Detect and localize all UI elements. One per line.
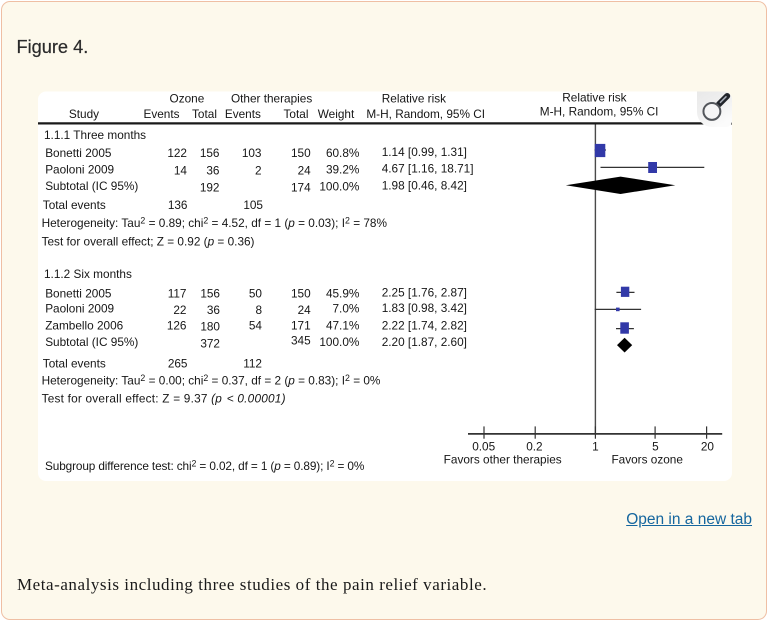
svg-text:2: 2 bbox=[255, 164, 262, 178]
svg-text:Bonetti 2005: Bonetti 2005 bbox=[45, 287, 112, 301]
svg-text:47.1%: 47.1% bbox=[326, 318, 360, 332]
svg-text:Subgroup difference test: chi2: Subgroup difference test: chi2 = 0.02, d… bbox=[45, 459, 365, 474]
svg-text:103: 103 bbox=[242, 146, 262, 160]
svg-text:Heterogeneity: Tau2 = 0.89; ch: Heterogeneity: Tau2 = 0.89; chi2 = 4.52,… bbox=[42, 216, 388, 231]
svg-text:136: 136 bbox=[168, 198, 188, 212]
svg-text:Relative risk: Relative risk bbox=[562, 90, 626, 104]
svg-text:Total events: Total events bbox=[43, 357, 106, 371]
svg-text:Events: Events bbox=[225, 107, 261, 121]
svg-text:126: 126 bbox=[167, 318, 187, 332]
svg-text:Paoloni 2009: Paoloni 2009 bbox=[45, 162, 114, 176]
svg-text:Study: Study bbox=[69, 107, 99, 121]
svg-text:174: 174 bbox=[291, 181, 311, 195]
svg-text:M-H, Random, 95% CI: M-H, Random, 95% CI bbox=[366, 107, 485, 121]
svg-text:1: 1 bbox=[592, 440, 599, 454]
svg-text:0.05: 0.05 bbox=[472, 440, 495, 454]
svg-text:7.0%: 7.0% bbox=[333, 302, 360, 316]
svg-text:60.8%: 60.8% bbox=[326, 146, 360, 160]
svg-text:20: 20 bbox=[701, 440, 715, 454]
svg-text:150: 150 bbox=[291, 146, 311, 160]
svg-text:180: 180 bbox=[200, 320, 220, 334]
svg-text:14: 14 bbox=[174, 164, 188, 178]
svg-text:Favors other therapies: Favors other therapies bbox=[444, 452, 562, 466]
svg-text:1.1.1 Three months: 1.1.1 Three months bbox=[44, 128, 146, 142]
svg-text:24: 24 bbox=[298, 303, 312, 317]
svg-text:Test for overall effect; Z = 0: Test for overall effect; Z = 0.92 (p = 0… bbox=[42, 234, 255, 248]
svg-text:Events: Events bbox=[143, 107, 179, 121]
svg-text:2.20 [1.87, 2.60]: 2.20 [1.87, 2.60] bbox=[382, 335, 467, 349]
svg-text:Zambello 2006: Zambello 2006 bbox=[45, 318, 123, 332]
svg-text:4.67 [1.16, 18.71]: 4.67 [1.16, 18.71] bbox=[382, 162, 474, 176]
svg-text:372: 372 bbox=[200, 337, 220, 351]
svg-text:Subtotal (IC 95%): Subtotal (IC 95%) bbox=[45, 179, 138, 193]
svg-text:2.22 [1.74, 2.82]: 2.22 [1.74, 2.82] bbox=[382, 318, 467, 332]
svg-text:192: 192 bbox=[200, 181, 220, 195]
svg-text:50: 50 bbox=[249, 287, 263, 301]
svg-text:Total: Total bbox=[284, 107, 309, 121]
svg-text:1.1.2 Six months: 1.1.2 Six months bbox=[44, 267, 132, 281]
svg-text:Total: Total bbox=[192, 107, 217, 121]
svg-text:156: 156 bbox=[200, 146, 220, 160]
svg-text:112: 112 bbox=[243, 357, 262, 371]
svg-text:Total events: Total events bbox=[43, 198, 106, 212]
svg-text:345: 345 bbox=[291, 334, 311, 348]
svg-text:Relative risk: Relative risk bbox=[382, 91, 446, 105]
svg-text:36: 36 bbox=[207, 303, 221, 317]
svg-text:8: 8 bbox=[255, 303, 262, 317]
svg-text:54: 54 bbox=[249, 318, 263, 332]
svg-text:24: 24 bbox=[298, 164, 312, 178]
svg-text:1.83 [0.98, 3.42]: 1.83 [0.98, 3.42] bbox=[382, 301, 467, 315]
svg-text:M-H, Random, 95% CI: M-H, Random, 95% CI bbox=[540, 104, 659, 118]
svg-text:Subtotal (IC 95%): Subtotal (IC 95%) bbox=[45, 335, 138, 349]
svg-text:1.14 [0.99, 1.31]: 1.14 [0.99, 1.31] bbox=[382, 145, 467, 159]
svg-text:100.0%: 100.0% bbox=[319, 179, 360, 193]
svg-text:122: 122 bbox=[167, 146, 187, 160]
svg-text:105: 105 bbox=[243, 198, 263, 212]
svg-text:117: 117 bbox=[168, 287, 187, 301]
svg-text:Test for overall effect: Z = 9: Test for overall effect: Z = 9.37 (p < 0… bbox=[42, 391, 286, 405]
svg-text:39.2%: 39.2% bbox=[326, 162, 360, 176]
svg-text:Bonetti 2005: Bonetti 2005 bbox=[45, 146, 112, 160]
svg-text:150: 150 bbox=[291, 287, 311, 301]
svg-text:Paoloni 2009: Paoloni 2009 bbox=[45, 302, 114, 316]
svg-text:156: 156 bbox=[200, 287, 220, 301]
svg-text:5: 5 bbox=[652, 440, 659, 454]
svg-text:265: 265 bbox=[168, 357, 188, 371]
svg-text:100.0%: 100.0% bbox=[319, 335, 360, 349]
svg-text:Other therapies: Other therapies bbox=[231, 91, 312, 105]
svg-text:0.2: 0.2 bbox=[526, 440, 542, 454]
svg-text:171: 171 bbox=[291, 318, 311, 332]
svg-text:2.25 [1.76, 2.87]: 2.25 [1.76, 2.87] bbox=[382, 286, 467, 300]
svg-text:Ozone: Ozone bbox=[170, 91, 205, 105]
svg-text:36: 36 bbox=[206, 164, 220, 178]
svg-text:45.9%: 45.9% bbox=[326, 287, 360, 301]
svg-text:22: 22 bbox=[173, 303, 186, 317]
svg-text:Weight: Weight bbox=[318, 107, 355, 121]
svg-text:Favors ozone: Favors ozone bbox=[611, 452, 683, 466]
svg-text:Heterogeneity: Tau2 = 0.00; ch: Heterogeneity: Tau2 = 0.00; chi2 = 0.37,… bbox=[42, 373, 381, 388]
svg-text:1.98 [0.46, 8.42]: 1.98 [0.46, 8.42] bbox=[382, 179, 467, 193]
